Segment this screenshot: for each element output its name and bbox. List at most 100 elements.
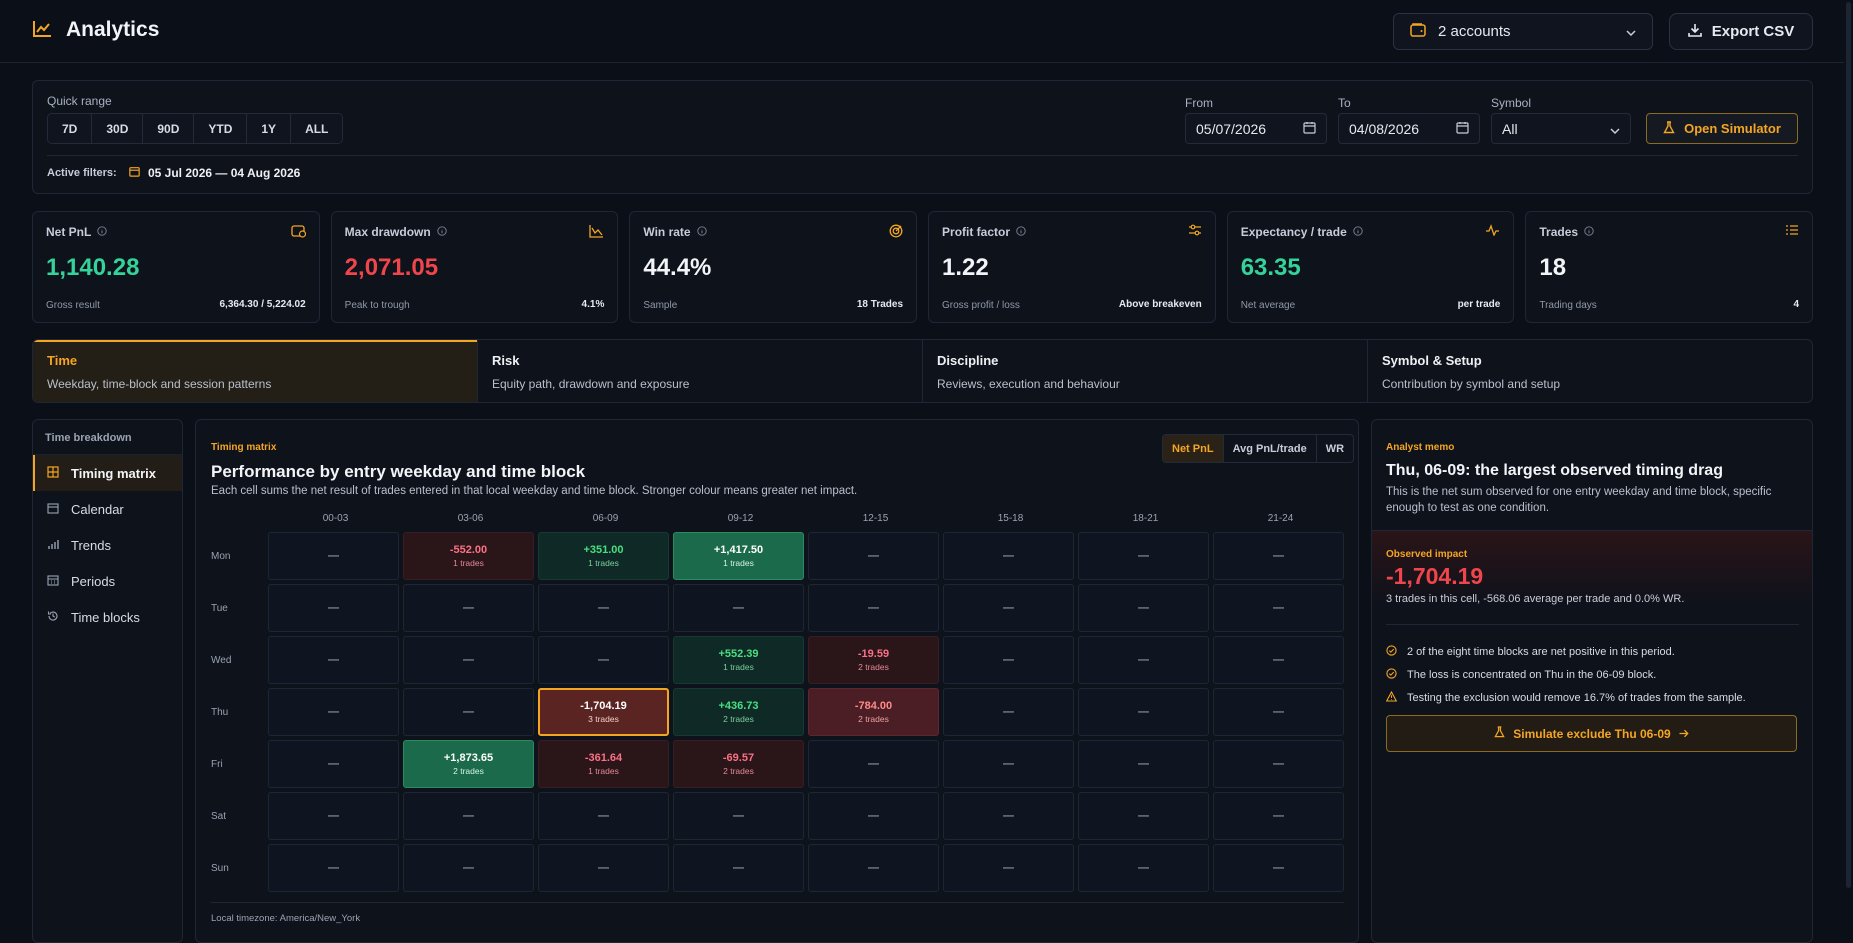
matrix-cell[interactable]: -784.00 2 trades — [808, 688, 939, 736]
chart-trend-icon — [32, 20, 52, 41]
column-header: 15-18 — [997, 513, 1024, 524]
info-icon[interactable] — [97, 225, 107, 239]
open-simulator-button[interactable]: Open Simulator — [1646, 113, 1798, 144]
tab-symbol-setup[interactable]: Symbol & Setup Contribution by symbol an… — [1368, 340, 1812, 402]
memo-description: This is the net sum observed for one ent… — [1386, 486, 1772, 514]
matrix-cell[interactable]: +436.73 2 trades — [673, 688, 804, 736]
matrix-cell[interactable]: -69.57 2 trades — [673, 740, 804, 788]
memo-title: Thu, 06-09: the largest observed timing … — [1386, 462, 1723, 479]
tab-time[interactable]: Time Weekday, time-block and session pat… — [33, 340, 478, 402]
accounts-select[interactable]: 2 accounts — [1393, 13, 1653, 50]
matrix-cell[interactable]: +552.39 1 trades — [673, 636, 804, 684]
cell-value: — — [1003, 550, 1014, 562]
matrix-cell: — — [1078, 532, 1209, 580]
matrix-cell[interactable]: -361.64 1 trades — [538, 740, 669, 788]
nav-item-calendar[interactable]: Calendar — [33, 491, 182, 527]
nav-item-time-blocks[interactable]: Time blocks — [33, 599, 182, 635]
to-label: To — [1338, 96, 1351, 110]
page-title: Analytics — [66, 18, 160, 41]
quick-range-1y[interactable]: 1Y — [247, 114, 292, 143]
cell-value: — — [1273, 550, 1284, 562]
matrix-cell[interactable]: -552.00 1 trades — [403, 532, 534, 580]
from-date-value: 05/07/2026 — [1196, 120, 1267, 137]
quick-range-7d[interactable]: 7D — [48, 114, 93, 143]
matrix-cell: — — [538, 844, 669, 892]
page-scrollbar[interactable] — [1844, 0, 1853, 943]
tab-discipline[interactable]: Discipline Reviews, execution and behavi… — [923, 340, 1368, 402]
tab-description: Contribution by symbol and setup — [1382, 377, 1561, 391]
metric-avg-pnl[interactable]: Avg PnL/trade — [1224, 435, 1317, 462]
cell-value: -19.59 — [857, 648, 890, 660]
simulate-exclude-button[interactable]: Simulate exclude Thu 06-09 — [1386, 715, 1797, 752]
nav-item-timing-matrix[interactable]: Timing matrix — [33, 455, 182, 491]
matrix-cell[interactable]: -19.59 2 trades — [808, 636, 939, 684]
info-icon[interactable] — [1016, 225, 1026, 239]
info-icon[interactable] — [1584, 225, 1594, 239]
scrollbar-thumb[interactable] — [1846, 2, 1851, 888]
kpi-value: 18 — [1539, 254, 1567, 281]
matrix-cell: — — [1213, 636, 1344, 684]
tab-risk[interactable]: Risk Equity path, drawdown and exposure — [478, 340, 923, 402]
matrix-cell[interactable]: +351.00 1 trades — [538, 532, 669, 580]
matrix-cell: — — [1213, 688, 1344, 736]
quick-range-30d[interactable]: 30D — [92, 114, 144, 143]
matrix-cell: — — [403, 792, 534, 840]
active-filters-label: Active filters: — [47, 167, 117, 179]
matrix-row-sun: Sun — — — — — — — — — [211, 842, 1348, 894]
kpi-detail: 4 — [1793, 299, 1800, 310]
kpi-title-text: Trades — [1539, 225, 1579, 239]
matrix-cell[interactable]: -1,704.19 3 trades — [538, 688, 669, 736]
memo-bullets: 2 of the eight time blocks are net posit… — [1385, 640, 1746, 709]
cell-value: — — [1138, 862, 1149, 874]
to-date-input[interactable]: 04/08/2026 — [1338, 113, 1480, 144]
cell-value: — — [328, 550, 339, 562]
row-label: Sun — [211, 862, 229, 874]
cell-value: -361.64 — [584, 752, 623, 764]
kpi-detail: 18 Trades — [856, 299, 904, 310]
matrix-cell: — — [268, 792, 399, 840]
cell-value: — — [1003, 810, 1014, 822]
matrix-cell[interactable]: +1,873.65 2 trades — [403, 740, 534, 788]
kpi-card-max-drawdown: Max drawdown 2,071.05 Peak to trough 4.1% — [330, 211, 619, 323]
bars-icon — [47, 538, 59, 553]
arrow-right-icon — [1679, 727, 1689, 741]
matrix-cell: — — [538, 584, 669, 632]
time-breakdown-nav: Time breakdown Timing matrix Calendar Tr… — [32, 419, 183, 943]
matrix-cell: — — [943, 688, 1074, 736]
symbol-select[interactable]: All — [1491, 113, 1631, 144]
metric-wr[interactable]: WR — [1325, 442, 1345, 455]
matrix-cell: — — [673, 584, 804, 632]
open-simulator-label: Open Simulator — [1684, 121, 1781, 136]
kpi-detail: 4.1% — [581, 299, 605, 310]
quick-range-90d[interactable]: 90D — [143, 114, 195, 143]
metric-net-pnl[interactable]: Net PnL — [1163, 435, 1224, 462]
timezone-note: Local timezone: America/New_York — [211, 913, 361, 924]
info-icon[interactable] — [1353, 225, 1363, 239]
export-csv-button[interactable]: Export CSV — [1669, 13, 1813, 50]
cell-value: -69.57 — [722, 752, 755, 764]
info-icon[interactable] — [437, 225, 447, 239]
nav-item-trends[interactable]: Trends — [33, 527, 182, 563]
quick-range-ytd[interactable]: YTD — [194, 114, 248, 143]
cell-trade-count: 1 trades — [453, 558, 484, 568]
drawdown-chart-icon — [589, 224, 604, 241]
cell-value: — — [328, 654, 339, 666]
from-date-input[interactable]: 05/07/2026 — [1185, 113, 1327, 144]
nav-item-periods[interactable]: Periods — [33, 563, 182, 599]
nav-item-label: Periods — [71, 573, 116, 589]
column-header: 18-21 — [1132, 513, 1159, 524]
kpi-card-trades: Trades 18 Trading days 4 — [1525, 211, 1814, 323]
kpi-title: Trades — [1539, 225, 1594, 239]
kpi-title: Win rate — [643, 225, 707, 239]
kpi-subtitle: Gross profit / loss — [942, 300, 1020, 311]
matrix-cell: — — [1213, 584, 1344, 632]
impact-value: -1,704.19 — [1386, 563, 1484, 589]
info-icon[interactable] — [696, 225, 707, 239]
quick-range-all[interactable]: ALL — [291, 114, 343, 143]
matrix-cell[interactable]: +1,417.50 1 trades — [673, 532, 804, 580]
metric-toggle: Net PnL Avg PnL/trade WR — [1162, 434, 1355, 463]
to-date-value: 04/08/2026 — [1349, 120, 1420, 137]
cell-value: — — [463, 862, 474, 874]
chevron-down-icon — [1626, 23, 1636, 40]
cell-trade-count: 1 trades — [723, 662, 754, 672]
